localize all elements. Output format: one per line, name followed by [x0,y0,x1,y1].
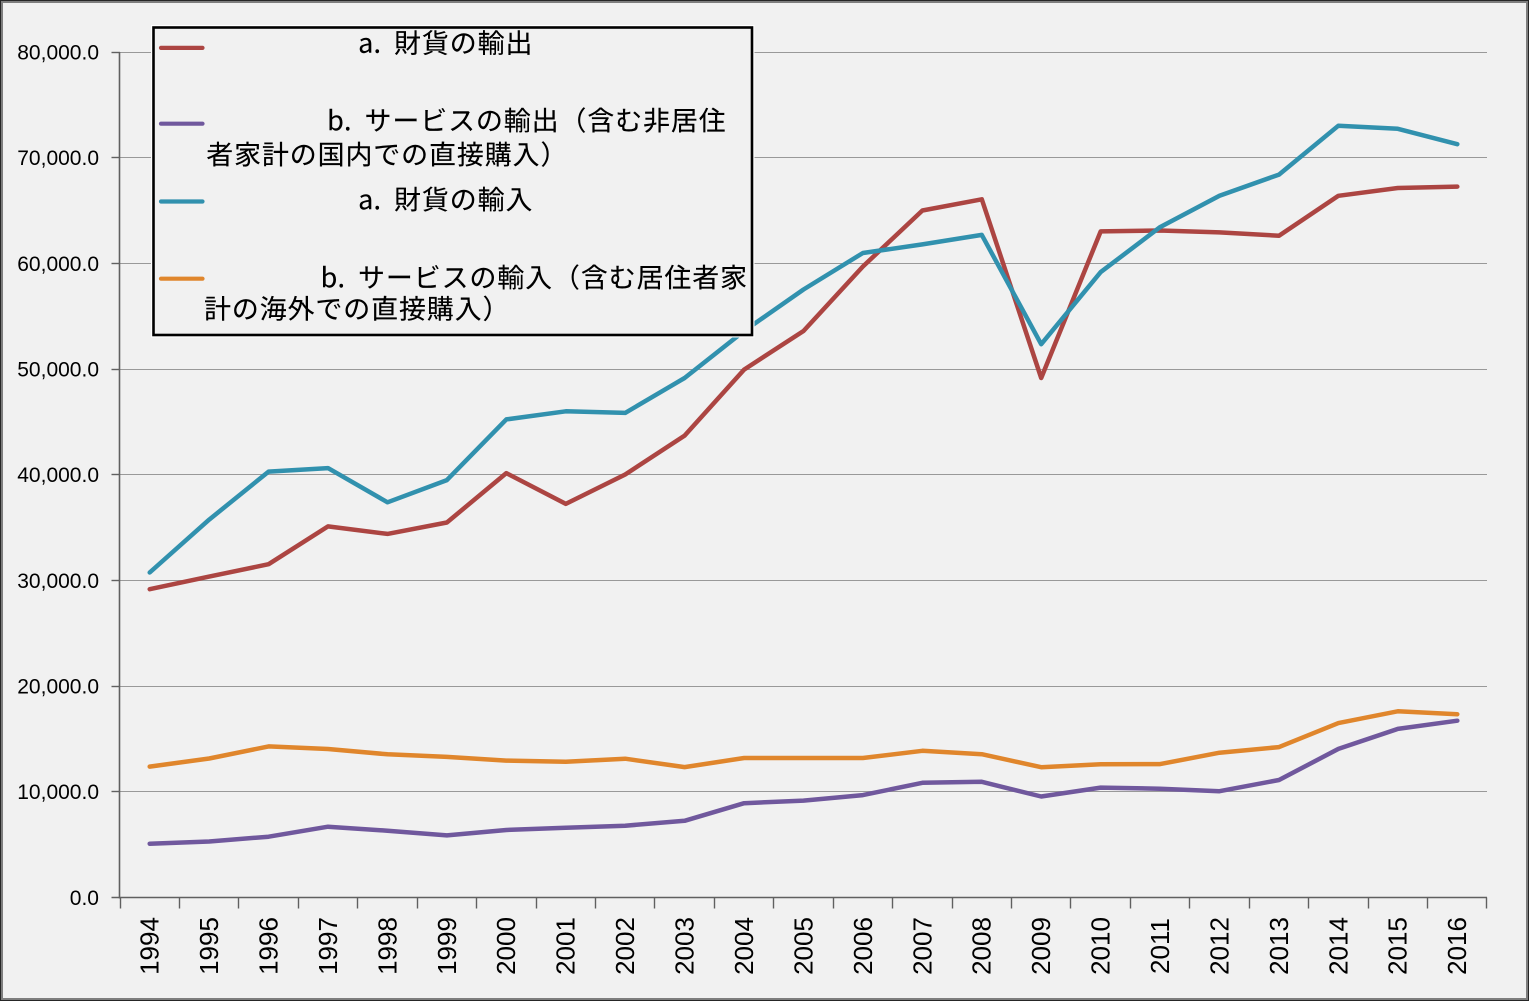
svg-text:2007: 2007 [907,917,937,975]
svg-text:2006: 2006 [848,917,878,975]
svg-text:2013: 2013 [1264,917,1294,975]
svg-text:2008: 2008 [967,917,997,975]
svg-text:40,000.0: 40,000.0 [17,464,99,487]
svg-text:1997: 1997 [313,917,343,975]
svg-text:1995: 1995 [194,917,224,975]
svg-text:80,000.0: 80,000.0 [17,41,99,64]
svg-text:1998: 1998 [372,917,402,975]
svg-text:2011: 2011 [1145,918,1175,974]
svg-text:2014: 2014 [1323,917,1353,975]
svg-text:2001: 2001 [551,917,581,975]
svg-text:50,000.0: 50,000.0 [17,359,99,382]
svg-text:2015: 2015 [1383,917,1413,975]
svg-text:10,000.0: 10,000.0 [17,781,99,804]
svg-text:0.0: 0.0 [70,887,99,910]
svg-text:2009: 2009 [1026,917,1056,975]
svg-text:2005: 2005 [788,917,818,975]
svg-text:70,000.0: 70,000.0 [17,147,99,170]
svg-text:2004: 2004 [729,917,759,975]
svg-text:2016: 2016 [1442,917,1472,975]
svg-text:1994: 1994 [135,917,165,975]
svg-text:2002: 2002 [610,917,640,975]
svg-text:1999: 1999 [432,917,462,975]
svg-text:2003: 2003 [670,917,700,975]
svg-text:2000: 2000 [491,917,521,975]
svg-text:2010: 2010 [1086,917,1116,975]
svg-text:60,000.0: 60,000.0 [17,253,99,276]
svg-text:2012: 2012 [1204,917,1234,975]
svg-text:1996: 1996 [254,917,284,975]
svg-text:20,000.0: 20,000.0 [17,676,99,699]
svg-text:30,000.0: 30,000.0 [17,570,99,593]
